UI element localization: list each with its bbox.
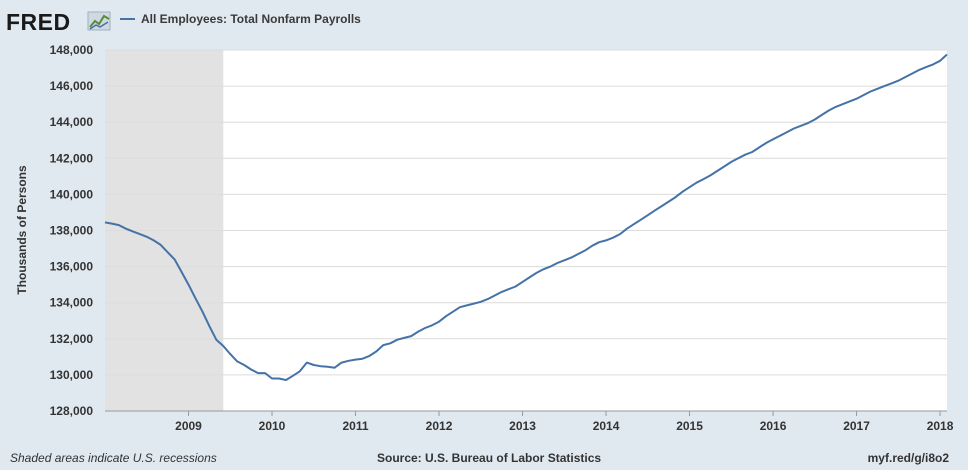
y-tick-label: 144,000 [50,115,94,129]
y-tick-label: 142,000 [50,151,94,165]
x-tick-label: 2014 [593,419,620,433]
x-axis-labels: 2009 2010 2011 2012 2013 2014 2015 2016 2017 2018 [175,419,954,433]
x-axis-ticks [188,411,941,416]
y-tick-label: 134,000 [50,296,94,310]
y-tick-label: 148,000 [50,43,94,57]
x-tick-label: 2011 [342,419,368,433]
x-tick-label: 2012 [426,419,453,433]
source-credit: Source: U.S. Bureau of Labor Statistics [377,451,601,465]
y-tick-label: 136,000 [50,260,94,274]
y-tick-label: 132,000 [50,332,94,346]
short-url-link[interactable]: myf.red/g/i8o2 [868,451,950,465]
y-tick-label: 138,000 [50,224,94,238]
fred-graph-icon [87,11,111,31]
y-tick-label: 146,000 [50,79,94,93]
x-tick-label: 2013 [509,419,536,433]
y-tick-label: 140,000 [50,187,94,201]
x-tick-label: 2016 [760,419,787,433]
x-tick-label: 2009 [175,419,202,433]
x-tick-label: 2018 [927,419,954,433]
y-tick-label: 128,000 [50,404,94,418]
y-axis-title: Thousands of Persons [15,165,29,295]
x-tick-label: 2017 [843,419,870,433]
series-line-nonfarm-payrolls [104,53,948,381]
x-tick-label: 2015 [676,419,703,433]
y-tick-label: 130,000 [50,368,94,382]
x-tick-label: 2010 [259,419,286,433]
recession-note: Shaded areas indicate U.S. recessions [10,451,217,465]
fred-logo[interactable]: FRED [6,9,71,35]
y-axis-labels: 128,000 130,000 132,000 134,000 136,000 138,0… [50,43,94,418]
legend-label[interactable]: All Employees: Total Nonfarm Payrolls [141,12,361,26]
